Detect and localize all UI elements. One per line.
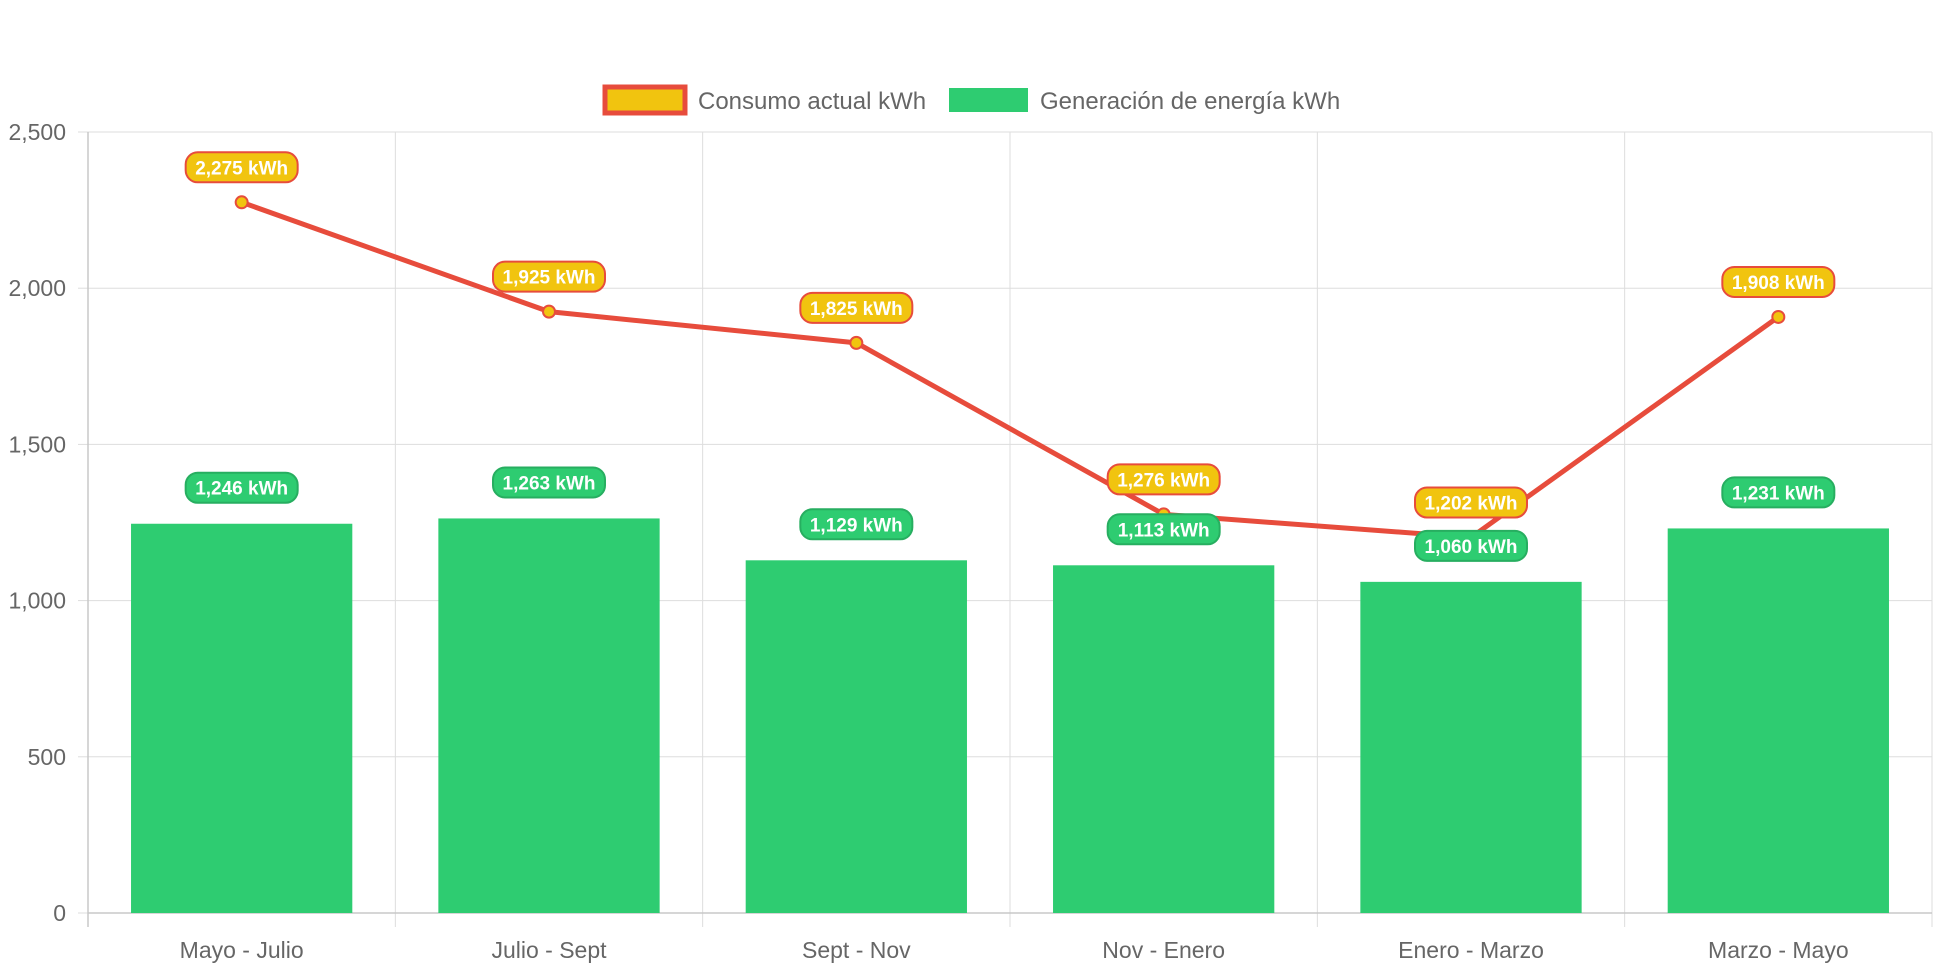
x-tick-label: Enero - Marzo xyxy=(1398,937,1544,963)
bar-value-label-bg xyxy=(1106,513,1221,546)
bar[interactable] xyxy=(1667,528,1889,913)
bar-value-label-text: 1,129 kWh xyxy=(810,515,903,536)
line-value-label-bg xyxy=(1106,463,1221,496)
bar[interactable] xyxy=(745,560,967,913)
line-value-label-text: 1,825 kWh xyxy=(810,299,903,320)
x-tick-label: Nov - Enero xyxy=(1102,937,1225,963)
legend-label-consumo[interactable]: Consumo actual kWh xyxy=(698,88,926,115)
line-value-label: 1,202 kWh xyxy=(1414,486,1528,519)
line-value-label-text: 1,908 kWh xyxy=(1732,273,1825,294)
bar-value-label-text: 1,231 kWh xyxy=(1732,483,1825,504)
bar-value-label-bg xyxy=(184,471,299,504)
y-tick-label: 2,500 xyxy=(8,119,66,145)
bar-value-label-bg xyxy=(799,508,914,541)
line-value-label-text: 1,276 kWh xyxy=(1117,470,1210,491)
bar-value-label-bg xyxy=(1414,529,1528,562)
y-tick-label: 500 xyxy=(28,744,66,770)
line-value-label-bg xyxy=(1721,265,1836,298)
bar-value-label: 1,129 kWh xyxy=(799,508,914,541)
bar-value-label-text: 1,113 kWh xyxy=(1118,520,1210,541)
bar-value-label-text: 1,246 kWh xyxy=(195,479,288,500)
line-value-label-text: 1,202 kWh xyxy=(1425,493,1518,514)
bar-value-label: 1,060 kWh xyxy=(1414,529,1528,562)
line-point[interactable] xyxy=(1771,309,1786,324)
line-value-label: 1,908 kWh xyxy=(1721,265,1836,298)
line-value-label-text: 1,925 kWh xyxy=(503,268,596,289)
x-tick-label: Julio - Sept xyxy=(491,937,607,963)
y-tick-label: 2,000 xyxy=(8,275,66,301)
bar-value-label: 1,263 kWh xyxy=(492,466,606,499)
line-point[interactable] xyxy=(234,195,249,210)
grid-lines xyxy=(87,131,1933,927)
bar-value-label: 1,113 kWh xyxy=(1106,513,1221,546)
bar-series xyxy=(131,518,1889,913)
line-value-label: 1,276 kWh xyxy=(1106,463,1221,496)
y-axis: 0 500 1,000 1,500 2,000 2,500 xyxy=(8,119,89,927)
bar-value-label-bg xyxy=(492,466,606,499)
legend-label-generacion[interactable]: Generación de energía kWh xyxy=(1040,88,1340,115)
line-value-label: 1,925 kWh xyxy=(492,260,606,293)
bar[interactable] xyxy=(131,523,353,913)
line-value-label-text: 2,275 kWh xyxy=(195,158,288,179)
x-axis: Mayo - Julio Julio - Sept Sept - Nov Nov - … xyxy=(88,912,1932,963)
y-tick-label: 0 xyxy=(53,900,66,926)
legend: Consumo actual kWh Generación de energía… xyxy=(602,84,1340,116)
bar-value-label: 1,246 kWh xyxy=(184,471,299,504)
bar[interactable] xyxy=(1053,565,1275,913)
line-value-label-bg xyxy=(799,291,914,324)
bar-value-label: 1,231 kWh xyxy=(1721,476,1836,509)
line-value-label: 2,275 kWh xyxy=(184,151,299,184)
y-tick-label: 1,500 xyxy=(8,431,66,457)
bar[interactable] xyxy=(438,518,660,913)
data-labels: 1,246 kWh 1,263 kWh 1,129 kWh 1,113 kWh 1,06… xyxy=(184,151,1836,562)
line-value-label-bg xyxy=(492,260,606,293)
x-tick-label: Sept - Nov xyxy=(802,937,911,963)
legend-swatch-consumo[interactable] xyxy=(602,84,688,116)
legend-swatch-generacion[interactable] xyxy=(949,88,1028,112)
line-value-label-bg xyxy=(184,151,299,184)
bar-value-label-text: 1,263 kWh xyxy=(503,473,596,494)
line-point[interactable] xyxy=(542,304,556,319)
y-tick-label: 1,000 xyxy=(8,588,66,614)
line-value-label: 1,825 kWh xyxy=(799,291,914,324)
bar-value-label-text: 1,060 kWh xyxy=(1425,537,1518,558)
x-tick-label: Marzo - Mayo xyxy=(1708,937,1849,963)
line-value-label-bg xyxy=(1414,486,1528,519)
x-tick-label: Mayo - Julio xyxy=(180,937,304,963)
line-point[interactable] xyxy=(849,335,864,350)
bar[interactable] xyxy=(1360,581,1582,913)
bar-value-label-bg xyxy=(1721,476,1836,509)
